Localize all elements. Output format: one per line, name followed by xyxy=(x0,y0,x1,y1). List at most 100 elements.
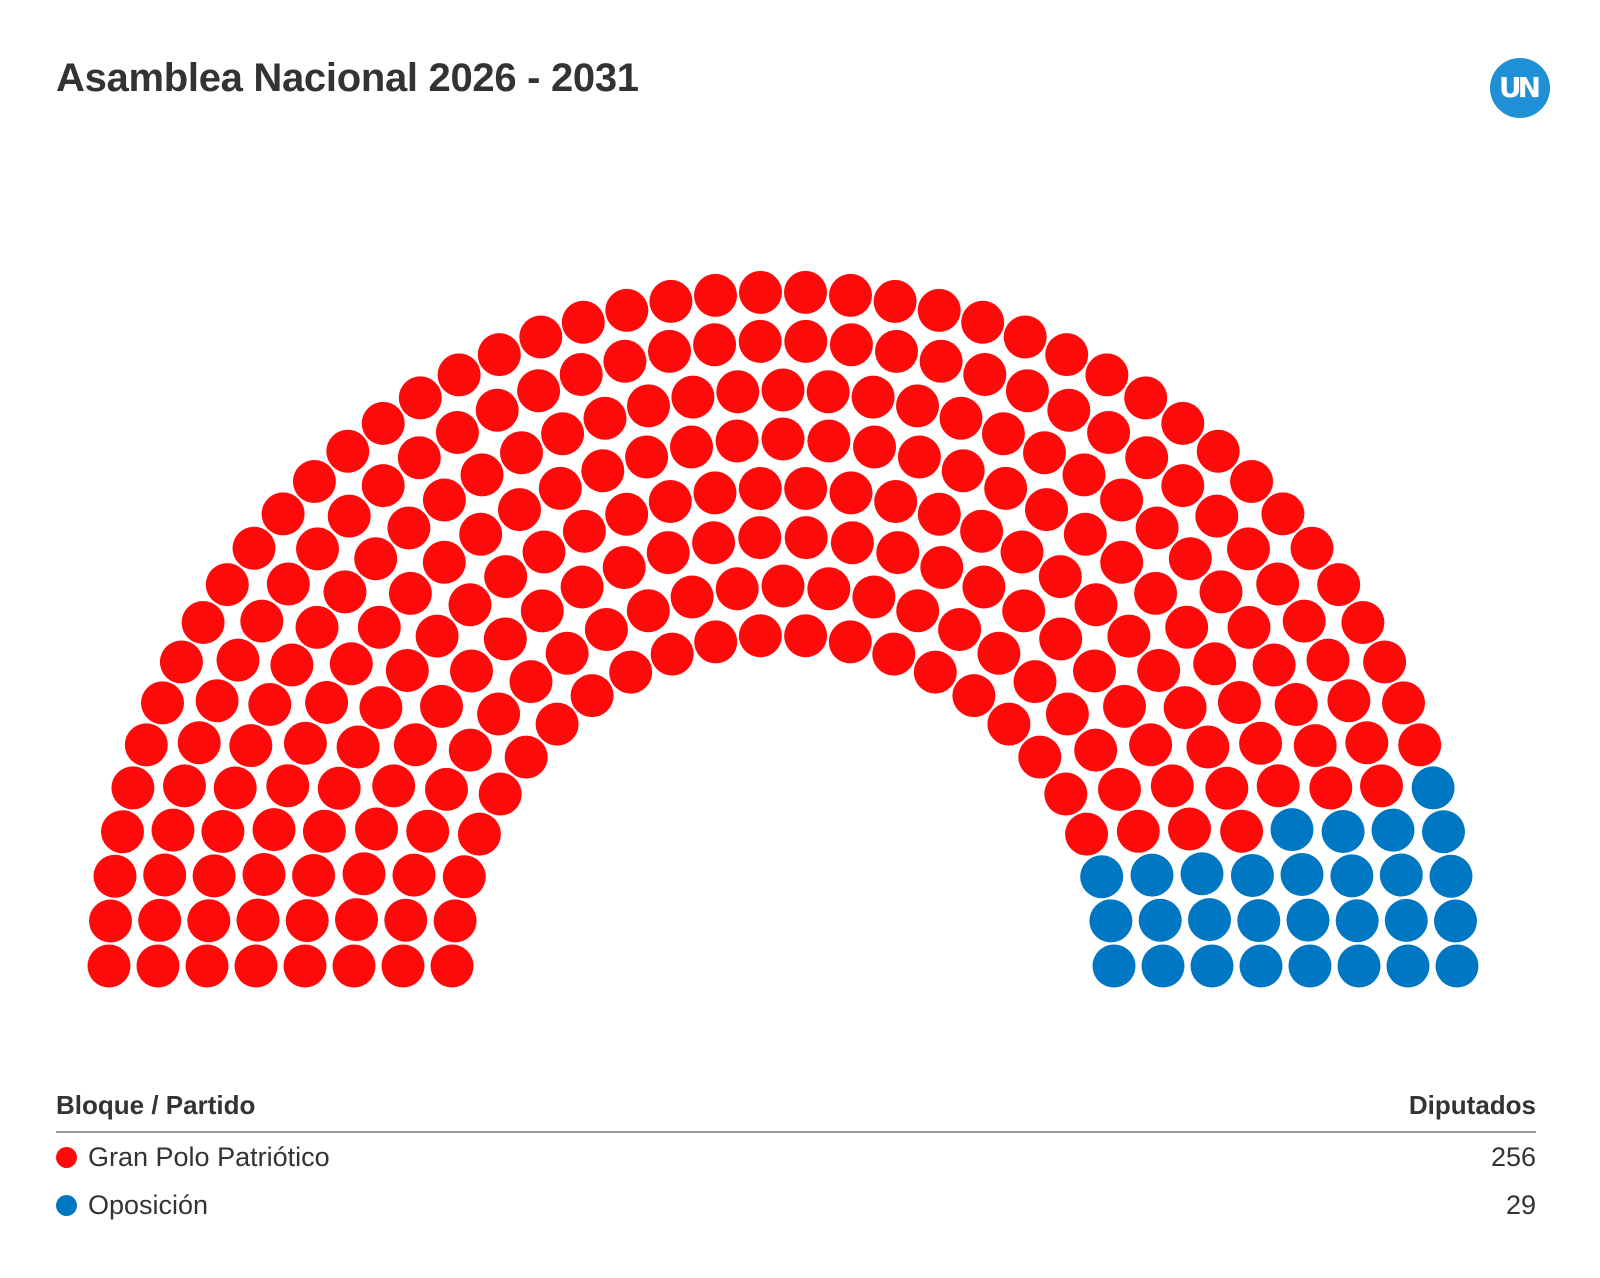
seat-gran-polo xyxy=(302,809,346,853)
seat-gran-polo xyxy=(335,898,378,942)
seat-gran-polo xyxy=(460,453,504,497)
seat-gran-polo xyxy=(398,376,442,420)
seat-gran-polo xyxy=(195,679,239,723)
seat-gran-polo xyxy=(584,608,628,651)
seat-gran-polo xyxy=(961,300,1005,344)
seat-gran-polo xyxy=(1073,649,1116,693)
seat-oposicion xyxy=(1330,854,1374,898)
seat-gran-polo xyxy=(941,449,985,493)
seat-gran-polo xyxy=(437,353,481,397)
seat-gran-polo xyxy=(761,368,805,412)
seat-oposicion xyxy=(1337,944,1381,988)
seat-gran-polo xyxy=(1044,772,1088,816)
legend-header-seats: Diputados xyxy=(1408,1090,1536,1120)
seat-gran-polo xyxy=(305,681,349,724)
seat-gran-polo xyxy=(1103,684,1146,728)
seat-oposicion xyxy=(1371,808,1415,852)
seat-oposicion xyxy=(1386,944,1430,988)
seat-gran-polo xyxy=(963,353,1007,396)
seat-gran-polo xyxy=(342,852,386,896)
seat-gran-polo xyxy=(1003,315,1047,359)
seat-gran-polo xyxy=(517,369,561,413)
seat-gran-polo xyxy=(1085,353,1129,397)
seat-gran-polo xyxy=(913,650,957,694)
seat-gran-polo xyxy=(187,899,231,943)
seat-gran-polo xyxy=(1063,512,1107,556)
seat-gran-polo xyxy=(874,480,918,523)
seat-gran-polo xyxy=(261,492,305,536)
seat-gran-polo xyxy=(420,684,463,728)
seat-gran-polo xyxy=(694,273,737,317)
seat-gran-polo xyxy=(583,396,627,440)
legend-party-name: Oposición xyxy=(88,1189,209,1220)
seat-gran-polo xyxy=(141,681,184,725)
seat-gran-polo xyxy=(336,725,380,769)
seat-gran-polo xyxy=(266,764,310,808)
seat-gran-polo xyxy=(829,471,873,515)
seat-gran-polo xyxy=(1098,767,1141,811)
seat-gran-polo xyxy=(807,419,851,463)
seat-gran-polo xyxy=(784,270,827,314)
seat-gran-polo xyxy=(1256,562,1300,606)
seat-gran-polo xyxy=(216,638,260,682)
seat-gran-polo xyxy=(87,944,131,988)
seat-gran-polo xyxy=(252,808,296,852)
seat-gran-polo xyxy=(124,723,168,767)
legend-dot-icon xyxy=(56,1194,77,1216)
seat-gran-polo xyxy=(415,614,459,658)
seat-gran-polo xyxy=(670,575,714,619)
seat-gran-polo xyxy=(1047,388,1091,432)
legend-seat-count: 29 xyxy=(1505,1189,1536,1220)
seat-gran-polo xyxy=(648,480,692,523)
seat-gran-polo xyxy=(872,632,916,676)
seat-gran-polo xyxy=(1168,807,1211,851)
seat-gran-polo xyxy=(205,563,249,607)
seat-oposicion xyxy=(1379,853,1423,897)
seat-gran-polo xyxy=(1196,429,1240,473)
seat-gran-polo xyxy=(477,692,521,736)
seat-gran-polo xyxy=(478,772,522,816)
seat-gran-polo xyxy=(163,764,206,808)
seat-gran-polo xyxy=(1282,599,1326,643)
seat-oposicion xyxy=(1180,852,1224,896)
seat-gran-polo xyxy=(93,854,137,898)
seat-gran-polo xyxy=(1293,724,1337,768)
seat-gran-polo xyxy=(185,944,229,988)
seat-gran-polo xyxy=(784,614,828,658)
seat-gran-polo xyxy=(1161,464,1205,508)
seat-gran-polo xyxy=(715,419,759,463)
seat-oposicion xyxy=(1411,766,1455,810)
seat-gran-polo xyxy=(522,530,566,574)
seat-gran-polo xyxy=(292,854,336,897)
seat-gran-polo xyxy=(240,599,284,643)
seat-gran-polo xyxy=(545,631,589,675)
seat-oposicion xyxy=(1130,853,1174,897)
seat-gran-polo xyxy=(738,467,782,510)
seat-gran-polo xyxy=(541,412,585,456)
seat-oposicion xyxy=(1089,899,1133,943)
seat-oposicion xyxy=(1188,898,1231,942)
seat-gran-polo xyxy=(692,521,736,565)
seat-oposicion xyxy=(1239,944,1283,988)
seat-gran-polo xyxy=(111,766,155,810)
seat-gran-polo xyxy=(359,686,403,730)
seat-oposicion xyxy=(1092,944,1136,988)
seat-gran-polo xyxy=(1163,686,1207,730)
seat-gran-polo xyxy=(1002,589,1046,633)
seat-gran-polo xyxy=(581,449,625,493)
seat-gran-polo xyxy=(448,728,492,772)
legend-header-party: Bloque / Partido xyxy=(56,1090,256,1120)
seat-gran-polo xyxy=(327,494,371,538)
legend-row-oposicion: Oposición 29 xyxy=(56,1181,1536,1229)
legend-table: Bloque / Partido Diputados Gran Polo Pat… xyxy=(56,1090,1536,1229)
seat-oposicion xyxy=(1270,808,1314,852)
parliament-chart xyxy=(87,270,1479,988)
seat-gran-polo xyxy=(283,721,327,765)
seat-gran-polo xyxy=(716,370,760,414)
seat-gran-polo xyxy=(984,466,1028,510)
seat-gran-polo xyxy=(457,812,501,856)
seat-oposicion xyxy=(1080,855,1124,899)
seat-gran-polo xyxy=(296,527,339,571)
seat-gran-polo xyxy=(738,614,782,658)
seat-gran-polo xyxy=(1220,809,1264,853)
